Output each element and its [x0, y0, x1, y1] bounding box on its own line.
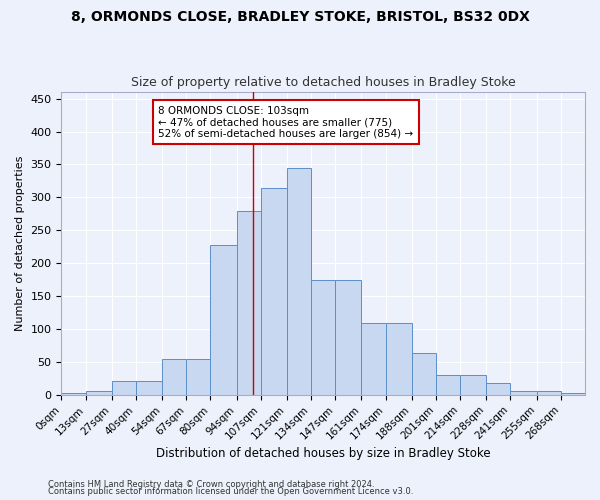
- Bar: [186, 360, 211, 395]
- Title: Size of property relative to detached houses in Bradley Stoke: Size of property relative to detached ho…: [131, 76, 515, 90]
- Text: Contains HM Land Registry data © Crown copyright and database right 2024.: Contains HM Land Registry data © Crown c…: [48, 480, 374, 489]
- Bar: [86, 391, 112, 395]
- Bar: [460, 375, 486, 395]
- Bar: [61, 393, 86, 395]
- Bar: [236, 210, 261, 395]
- Bar: [112, 381, 136, 395]
- Bar: [261, 188, 287, 395]
- Bar: [361, 323, 386, 395]
- Text: 8 ORMONDS CLOSE: 103sqm
← 47% of detached houses are smaller (775)
52% of semi-d: 8 ORMONDS CLOSE: 103sqm ← 47% of detache…: [158, 106, 413, 139]
- Text: Contains public sector information licensed under the Open Government Licence v3: Contains public sector information licen…: [48, 488, 413, 496]
- X-axis label: Distribution of detached houses by size in Bradley Stoke: Distribution of detached houses by size …: [156, 447, 491, 460]
- Bar: [412, 354, 436, 395]
- Text: 8, ORMONDS CLOSE, BRADLEY STOKE, BRISTOL, BS32 0DX: 8, ORMONDS CLOSE, BRADLEY STOKE, BRISTOL…: [71, 10, 529, 24]
- Bar: [287, 168, 311, 395]
- Bar: [211, 245, 236, 395]
- Y-axis label: Number of detached properties: Number of detached properties: [15, 156, 25, 331]
- Bar: [136, 381, 162, 395]
- Bar: [486, 383, 511, 395]
- Bar: [335, 280, 361, 395]
- Bar: [386, 323, 412, 395]
- Bar: [311, 280, 335, 395]
- Bar: [561, 393, 585, 395]
- Bar: [536, 391, 561, 395]
- Bar: [436, 375, 460, 395]
- Bar: [162, 360, 186, 395]
- Bar: [511, 391, 536, 395]
